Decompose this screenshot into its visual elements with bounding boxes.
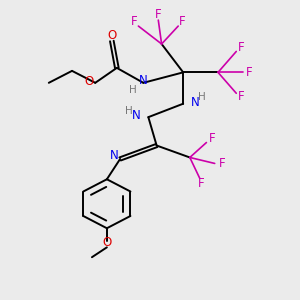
Text: H: H: [125, 106, 133, 116]
Text: F: F: [238, 90, 244, 103]
Text: O: O: [107, 28, 116, 41]
Text: O: O: [102, 236, 112, 249]
Text: N: N: [110, 149, 118, 163]
Text: H: H: [129, 85, 136, 95]
Text: F: F: [238, 41, 244, 54]
Text: F: F: [198, 177, 205, 190]
Text: F: F: [155, 8, 162, 21]
Text: F: F: [209, 133, 216, 146]
Text: F: F: [131, 15, 138, 28]
Text: O: O: [84, 75, 94, 88]
Text: H: H: [198, 92, 205, 102]
Text: F: F: [179, 15, 185, 28]
Text: N: N: [132, 109, 141, 122]
Text: N: N: [139, 74, 148, 87]
Text: N: N: [190, 96, 199, 109]
Text: F: F: [246, 66, 253, 79]
Text: F: F: [219, 157, 225, 170]
